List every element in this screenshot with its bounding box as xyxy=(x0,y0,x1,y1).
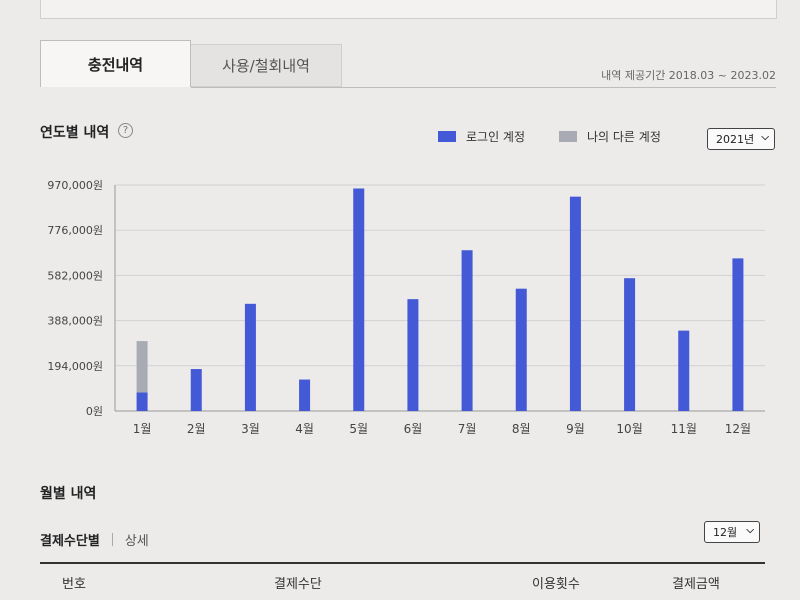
legend-label-login-account: 로그인 계정 xyxy=(466,130,526,144)
tab-bar: 충전내역 사용/철회내역 xyxy=(0,40,800,88)
column-header-payment-method: 결제수단 xyxy=(274,577,322,592)
bar-login-1 xyxy=(136,392,148,411)
x-tick-label: 3월 xyxy=(241,422,260,436)
bar-login-8 xyxy=(515,288,527,411)
x-tick-label: 5월 xyxy=(349,422,368,436)
x-tick-label: 10월 xyxy=(616,422,642,436)
y-tick-label: 776,000원 xyxy=(47,224,103,237)
month-select[interactable]: 12월 ⌵ xyxy=(704,521,760,543)
subtab-divider xyxy=(111,533,113,546)
legend-item-login-account: 로그인 계정 xyxy=(438,128,525,145)
monthly-subtabs: 결제수단별 상세 xyxy=(40,530,149,549)
bar-login-7 xyxy=(461,250,473,411)
subtab-detail[interactable]: 상세 xyxy=(124,534,149,549)
bar-login-3 xyxy=(244,303,256,411)
bar-login-6 xyxy=(407,299,419,411)
history-period-text: 내역 제공기간 2018.03 ~ 2023.02 xyxy=(601,69,776,82)
y-tick-label: 388,000원 xyxy=(47,315,103,328)
y-tick-label: 970,000원 xyxy=(47,179,103,192)
tab-usage-withdrawal-history[interactable]: 사용/철회내역 xyxy=(191,44,342,87)
x-tick-label: 2월 xyxy=(187,422,206,436)
y-tick-label: 582,000원 xyxy=(47,269,103,282)
x-tick-label: 4월 xyxy=(295,422,314,436)
x-tick-label: 8월 xyxy=(512,422,531,436)
yearly-history-title: 연도별 내역 xyxy=(40,125,110,141)
bar-login-2 xyxy=(190,369,202,411)
tab-divider xyxy=(191,87,776,88)
x-tick-label: 7월 xyxy=(458,422,477,436)
month-select-value: 12월 xyxy=(713,526,738,539)
top-panel xyxy=(40,0,777,19)
help-icon[interactable]: ? xyxy=(118,123,133,138)
bar-login-5 xyxy=(353,188,365,411)
year-select[interactable]: 2021년 ⌵ xyxy=(707,128,775,150)
monthly-history-title: 월별 내역 xyxy=(40,486,97,502)
yearly-bar-chart: 0원 194,000원 388,000원 582,000원 776,000원 970,00… xyxy=(47,179,765,436)
bar-login-10 xyxy=(624,278,636,411)
tab-charge-history[interactable]: 충전내역 xyxy=(40,40,191,87)
x-tick-label: 6월 xyxy=(404,422,423,436)
legend-swatch-other-account xyxy=(559,131,577,142)
bar-login-9 xyxy=(569,196,581,411)
year-select-value: 2021년 xyxy=(716,133,755,146)
bar-login-12 xyxy=(732,258,744,411)
column-header-payment-amount: 결제금액 xyxy=(672,577,720,592)
legend-label-other-account: 나의 다른 계정 xyxy=(587,130,661,144)
column-header-usage-count: 이용횟수 xyxy=(532,577,580,592)
subtab-by-payment-method[interactable]: 결제수단별 xyxy=(40,534,100,549)
legend-item-other-account: 나의 다른 계정 xyxy=(559,128,661,145)
chevron-down-icon: ⌵ xyxy=(746,525,754,536)
bar-other-1 xyxy=(136,341,148,393)
chevron-down-icon: ⌵ xyxy=(761,132,769,143)
table-header-rule xyxy=(40,562,765,564)
column-header-number: 번호 xyxy=(62,577,86,592)
x-tick-label: 12월 xyxy=(725,422,751,436)
bar-login-11 xyxy=(678,330,690,411)
x-tick-label: 9월 xyxy=(566,422,585,436)
x-tick-label: 11월 xyxy=(671,422,697,436)
bar-login-4 xyxy=(299,379,311,411)
y-tick-label: 194,000원 xyxy=(47,360,103,373)
y-tick-label: 0원 xyxy=(86,405,103,418)
x-tick-label: 1월 xyxy=(133,422,152,436)
legend-swatch-login-account xyxy=(438,131,456,142)
